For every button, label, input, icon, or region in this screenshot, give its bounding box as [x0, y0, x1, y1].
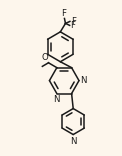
Text: N: N [53, 95, 59, 104]
Text: F: F [61, 9, 66, 18]
Text: N: N [70, 136, 76, 146]
Text: N: N [81, 76, 87, 85]
Text: O: O [41, 53, 48, 62]
Text: F: F [71, 17, 76, 26]
Text: F: F [70, 21, 75, 30]
